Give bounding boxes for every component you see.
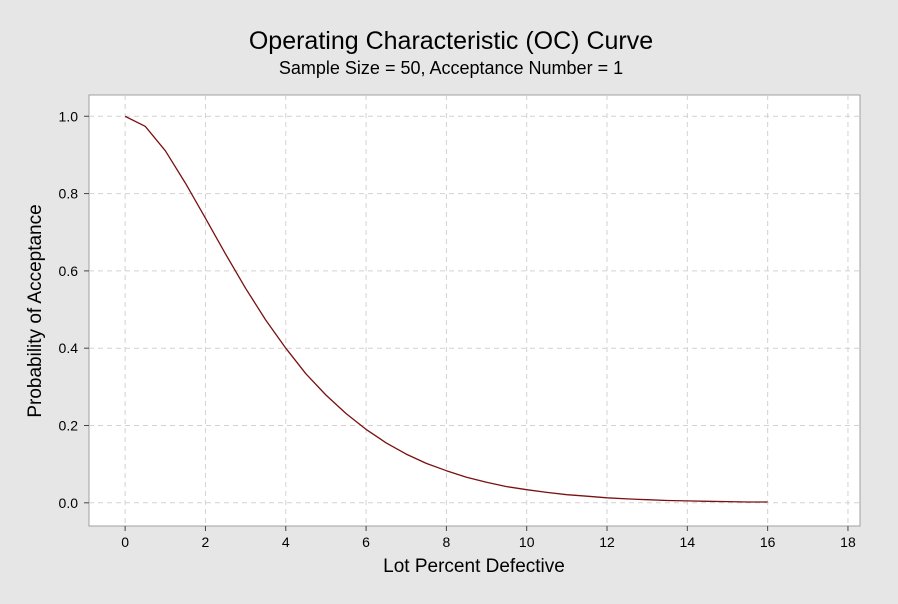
axis-ticks: 0 2 4 6 8 10 12 14 16 18 0.0 0.2 0.4 0.6 0.8 1.0	[59, 108, 856, 550]
gridlines	[89, 95, 860, 526]
x-tick-label: 16	[760, 534, 776, 550]
y-tick-label: 0.2	[59, 417, 79, 433]
x-tick-label: 12	[599, 534, 615, 550]
x-tick-label: 4	[282, 534, 290, 550]
plot-area	[88, 94, 861, 527]
oc-curve-line	[124, 115, 768, 503]
x-tick-label: 0	[121, 534, 129, 550]
x-tick-label: 8	[442, 534, 450, 550]
x-tick-label: 10	[519, 534, 535, 550]
x-tick-label: 2	[202, 534, 210, 550]
y-tick-label: 1.0	[59, 108, 79, 124]
y-axis-label: Probability of Acceptance	[25, 204, 46, 417]
series-group	[124, 115, 768, 503]
chart-subtitle: Sample Size = 50, Acceptance Number = 1	[279, 58, 623, 78]
x-tick-label: 18	[840, 534, 856, 550]
x-tick-label: 14	[680, 534, 696, 550]
y-tick-label: 0.4	[59, 340, 79, 356]
chart-title: Operating Characteristic (OC) Curve	[249, 27, 653, 55]
x-axis-label: Lot Percent Defective	[383, 556, 565, 577]
x-tick-label: 6	[362, 534, 370, 550]
y-tick-label: 0.8	[59, 186, 79, 202]
y-tick-label: 0.6	[59, 263, 79, 279]
y-tick-label: 0.0	[59, 495, 79, 511]
